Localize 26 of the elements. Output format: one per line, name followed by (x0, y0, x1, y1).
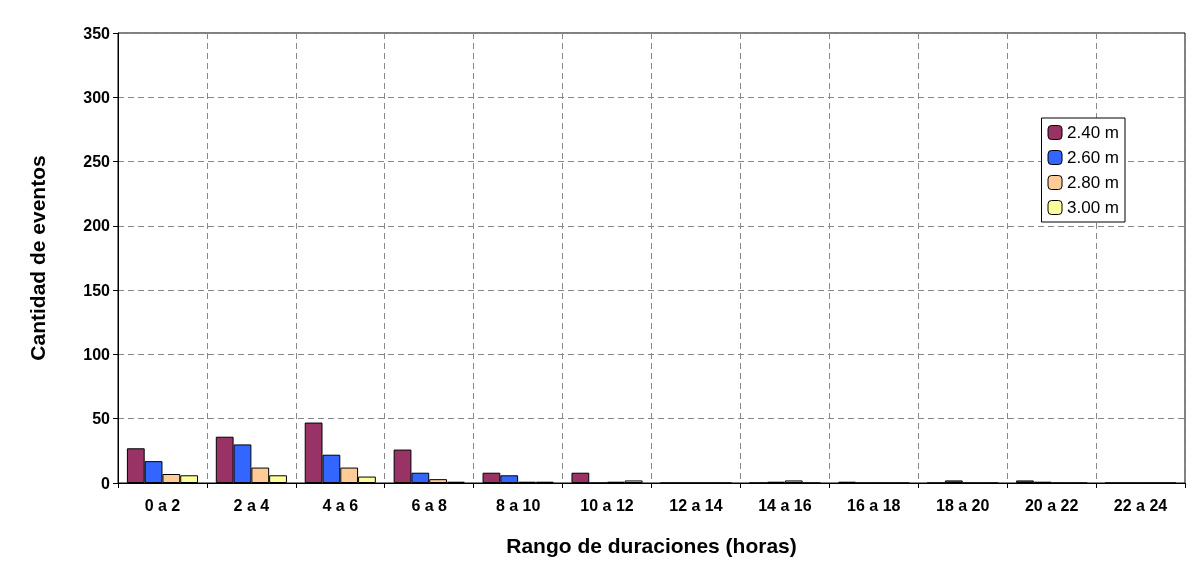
y-axis-title: Cantidad de eventos (26, 155, 49, 361)
y-tick-label: 100 (83, 345, 111, 363)
x-tick-label: 16 a 18 (847, 496, 901, 514)
x-tick-label: 12 a 14 (669, 496, 723, 514)
legend-label: 2.60 m (1067, 148, 1120, 167)
legend-label: 2.40 m (1067, 123, 1120, 142)
y-tick-label: 250 (83, 153, 111, 171)
x-tick-label: 4 a 6 (322, 496, 359, 514)
x-tick-label: 0 a 2 (144, 496, 181, 514)
x-tick-label: 10 a 12 (580, 496, 634, 514)
legend-label: 3.00 m (1067, 198, 1120, 217)
y-tick-label: 0 (101, 474, 111, 492)
x-tick-label: 6 a 8 (411, 496, 448, 514)
x-tick-label: 8 a 10 (495, 496, 541, 514)
y-tick-label: 200 (83, 217, 111, 235)
x-tick-label: 20 a 22 (1024, 496, 1079, 514)
y-tick-label: 150 (83, 281, 111, 299)
legend-label: 2.80 m (1067, 173, 1120, 192)
x-tick-label: 22 a 24 (1113, 496, 1168, 514)
x-tick-label: 2 a 4 (233, 496, 270, 514)
x-axis-title: Rango de duraciones (horas) (506, 534, 797, 557)
y-tick-label: 350 (83, 24, 111, 42)
x-tick-label: 18 a 20 (936, 496, 990, 514)
x-tick-label: 14 a 16 (758, 496, 812, 514)
y-tick-label: 300 (83, 88, 111, 106)
y-tick-label: 50 (92, 410, 111, 428)
